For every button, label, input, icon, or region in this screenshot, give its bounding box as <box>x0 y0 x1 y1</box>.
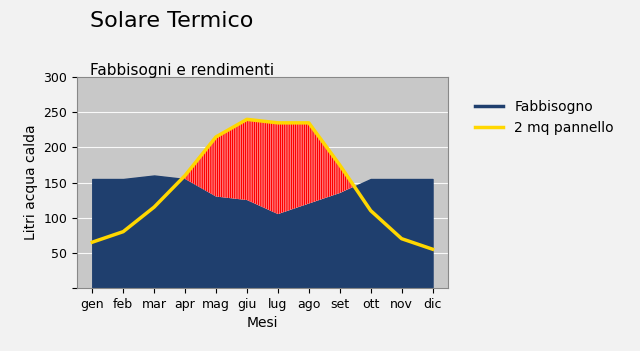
Text: Fabbisogni e rendimenti: Fabbisogni e rendimenti <box>90 63 274 78</box>
Legend: Fabbisogno, 2 mq pannello: Fabbisogno, 2 mq pannello <box>470 95 620 141</box>
Y-axis label: Litri acqua calda: Litri acqua calda <box>24 125 38 240</box>
X-axis label: Mesi: Mesi <box>246 316 278 330</box>
Text: Solare Termico: Solare Termico <box>90 11 253 31</box>
